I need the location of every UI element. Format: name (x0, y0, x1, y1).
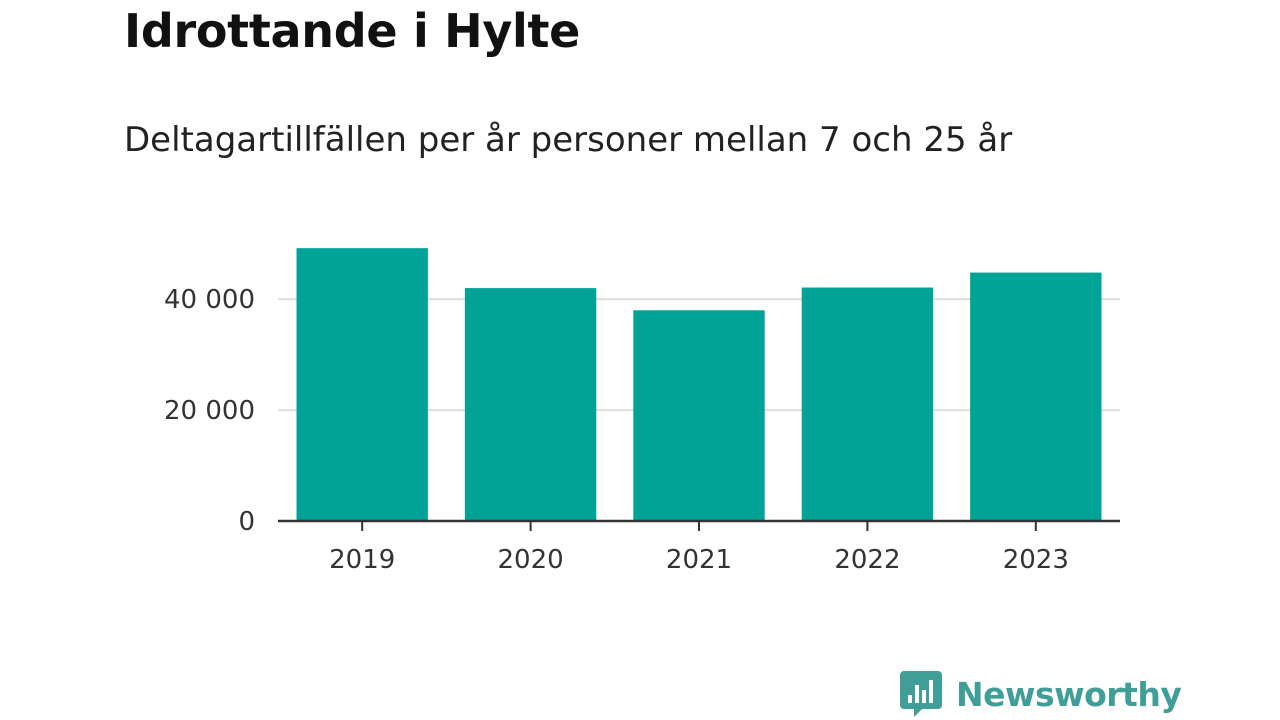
x-tick-label: 2020 (498, 545, 564, 575)
bars (296, 248, 1102, 521)
bar-chart-speech-bubble-icon (900, 671, 942, 717)
bar-2020 (464, 288, 597, 521)
chart-title: Idrottande i Hylte (124, 4, 581, 58)
x-tick-label: 2023 (1003, 545, 1069, 575)
bar-2019 (296, 248, 428, 521)
bar-2023 (970, 272, 1102, 521)
x-tick-label: 2019 (329, 545, 395, 575)
y-tick-label: 40 000 (164, 285, 255, 315)
x-tick-label: 2022 (834, 545, 900, 575)
bar-2022 (801, 287, 934, 521)
chart-subtitle: Deltagartillfällen per år personer mella… (124, 120, 1013, 160)
axes: 0 20 000 40 000 2019 2020 2021 2022 2023 (164, 285, 1120, 575)
bar-2021 (633, 310, 765, 521)
logo-name: Newsworthy (956, 674, 1182, 714)
x-tick-label: 2021 (666, 545, 732, 575)
y-tick-label: 0 (238, 507, 255, 537)
y-tick-label: 20 000 (164, 396, 255, 426)
newsworthy-logo: Newsworthy (900, 668, 1182, 720)
